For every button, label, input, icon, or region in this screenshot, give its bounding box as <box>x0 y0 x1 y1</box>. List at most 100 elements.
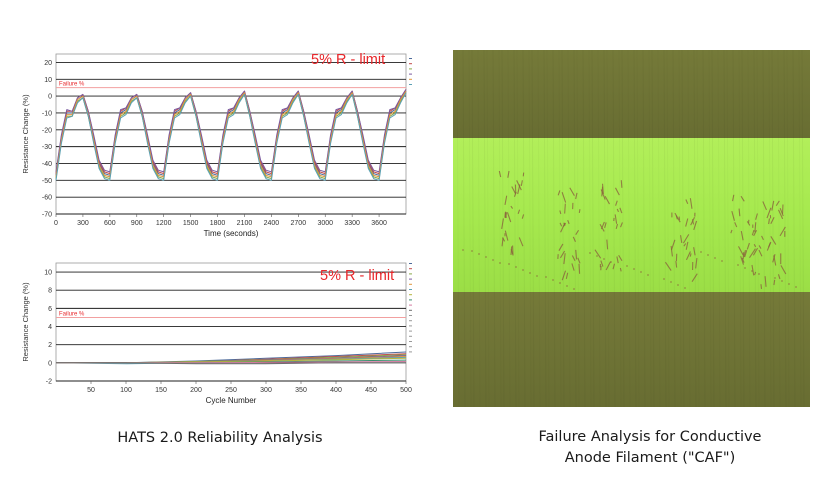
fiber-streak <box>663 50 667 407</box>
filament-speck <box>471 250 473 252</box>
filament-speck <box>499 262 501 264</box>
caption-caf-line1: Failure Analysis for Conductive <box>538 429 762 445</box>
filament-strand <box>516 180 522 191</box>
fiber-streak <box>771 50 775 407</box>
y-tick-label: 0 <box>48 360 52 367</box>
filament-speck <box>536 275 538 277</box>
filament-strand <box>772 254 776 263</box>
filament-strand <box>740 230 744 241</box>
dark-bottom-layer <box>453 292 810 407</box>
filament-strand <box>517 209 521 214</box>
x-tick-label: 600 <box>104 220 116 227</box>
filament-speck <box>552 279 554 281</box>
filament-strand <box>749 248 756 259</box>
y-tick-label: 6 <box>48 306 52 313</box>
filament-strand <box>777 274 781 280</box>
fiber-streak <box>471 50 475 407</box>
filament-strand <box>770 216 775 225</box>
fiber-streak <box>591 50 595 407</box>
filament-strand <box>559 250 566 259</box>
x-tick-label: 2400 <box>264 220 280 227</box>
filament-strand <box>616 208 619 213</box>
fiber-streak <box>681 50 685 407</box>
filament-strand <box>771 200 775 211</box>
filament-speck <box>700 251 702 253</box>
filament-strand <box>504 195 508 205</box>
filament-strand <box>778 209 784 220</box>
x-tick-label: 300 <box>77 220 89 227</box>
filament-speck <box>529 272 531 274</box>
filament-speck <box>640 271 642 273</box>
filament-strand <box>779 208 784 217</box>
fiber-streak <box>723 50 727 407</box>
filament-strand <box>670 245 673 257</box>
filament-strand <box>758 245 762 249</box>
fiber-streak <box>483 50 487 407</box>
y-tick-label: 4 <box>48 324 52 331</box>
filament-speck <box>478 253 480 255</box>
filament-strand <box>558 243 564 251</box>
bright-copper-layer <box>453 138 810 292</box>
filament-strand <box>670 239 676 251</box>
filament-strand <box>751 264 755 276</box>
x-tick-label: 2700 <box>291 220 307 227</box>
filament-speck <box>522 269 524 271</box>
filament-strand <box>753 243 757 248</box>
filament-strand <box>768 218 770 225</box>
x-tick-label: 3300 <box>344 220 360 227</box>
filament-strand <box>751 229 755 236</box>
filament-strand <box>691 273 698 282</box>
fiber-streak <box>762 50 766 407</box>
filament-strand <box>563 253 566 265</box>
x-tick-label: 1500 <box>183 220 199 227</box>
x-tick-label: 900 <box>131 220 143 227</box>
fiber-streak <box>732 50 736 407</box>
filament-speck <box>508 263 510 265</box>
x-tick-label: 50 <box>87 387 95 394</box>
limit-annotation: 5% R - limit <box>320 268 394 284</box>
filament-speck <box>737 264 739 266</box>
y-tick-label: -20 <box>42 127 52 134</box>
failure-label: Failure % <box>59 82 85 88</box>
fiber-streak <box>693 50 697 407</box>
filament-strand <box>775 200 780 206</box>
x-tick-label: 150 <box>155 387 167 394</box>
fiber-streak <box>672 50 676 407</box>
filament-strand <box>762 201 767 211</box>
filament-speck <box>566 285 568 287</box>
x-tick-label: 250 <box>225 387 237 394</box>
y-tick-label: -70 <box>42 212 52 219</box>
y-tick-label: 8 <box>48 288 52 295</box>
filament-strand <box>764 276 767 287</box>
filament-strand <box>693 247 696 256</box>
dark-top-layer <box>453 50 810 138</box>
y-tick-label: 10 <box>44 270 52 277</box>
y-tick-label: 2 <box>48 342 52 349</box>
filament-strand <box>743 250 746 257</box>
filament-speck <box>677 284 679 286</box>
filament-speck <box>596 255 598 257</box>
filament-strand <box>730 229 733 234</box>
x-tick-label: 400 <box>330 387 342 394</box>
x-tick-label: 0 <box>54 220 58 227</box>
filament-strand <box>766 207 772 219</box>
filament-strand <box>689 253 692 257</box>
filament-strand <box>753 230 758 237</box>
filament-strand <box>740 256 745 265</box>
filament-strand <box>680 235 683 244</box>
y-axis-label: Resistance Change (%) <box>21 282 30 362</box>
filament-speck <box>559 282 561 284</box>
filament-speck <box>485 256 487 258</box>
filament-speck <box>515 266 517 268</box>
filament-speck <box>647 274 649 276</box>
filament-strand <box>737 246 744 256</box>
y-axis-label: Resistance Change (%) <box>21 94 30 174</box>
series-line <box>55 89 407 173</box>
filament-strand <box>619 267 622 272</box>
filament-strand <box>563 222 567 227</box>
fiber-streak <box>702 50 706 407</box>
x-tick-label: 1800 <box>210 220 226 227</box>
filament-strand <box>755 213 758 220</box>
filament-strand <box>578 263 581 274</box>
filament-strand <box>606 239 609 250</box>
